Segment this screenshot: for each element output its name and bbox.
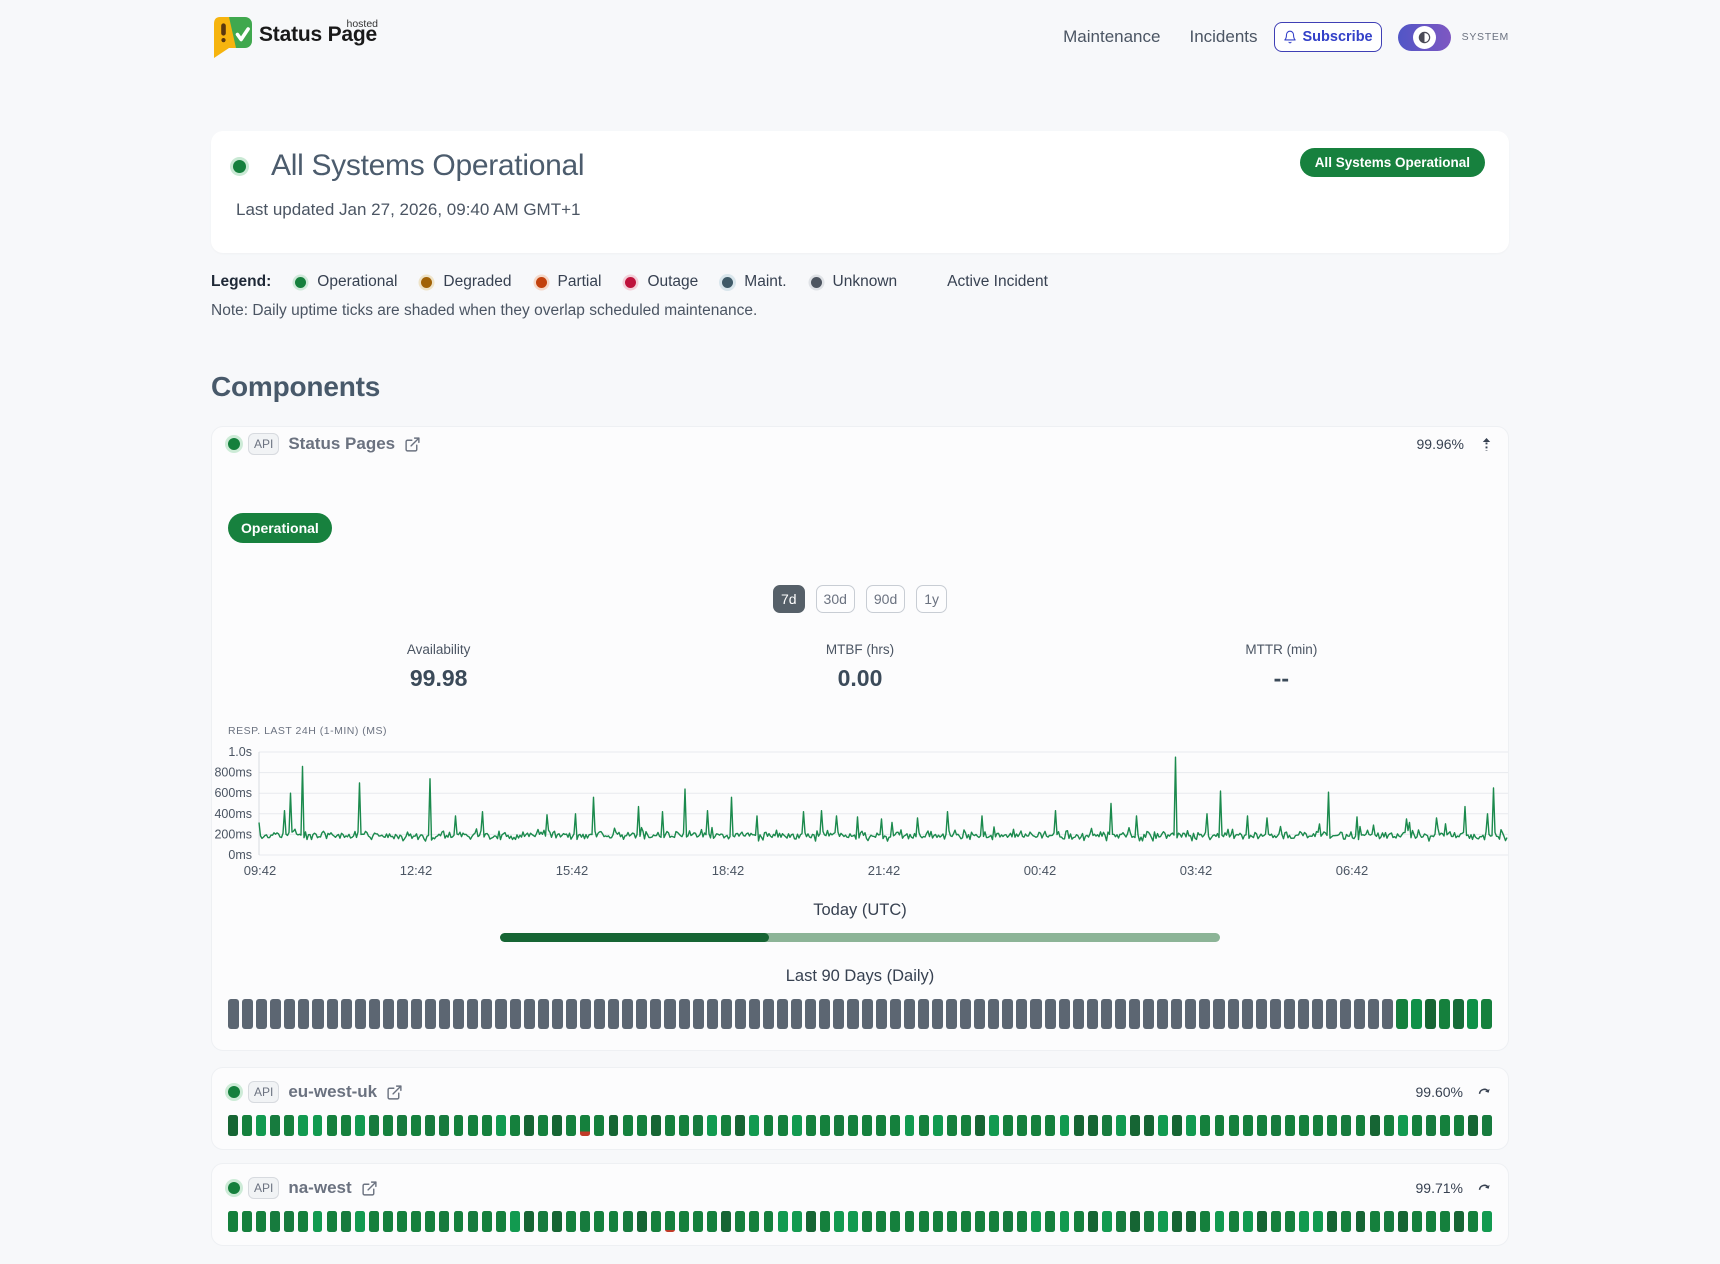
svg-text:12:42: 12:42 (400, 863, 433, 878)
svg-text:1.0s: 1.0s (228, 745, 252, 759)
svg-text:15:42: 15:42 (556, 863, 589, 878)
svg-text:400ms: 400ms (214, 807, 252, 821)
svg-text:00:42: 00:42 (1024, 863, 1057, 878)
svg-text:06:42: 06:42 (1336, 863, 1369, 878)
svg-text:03:42: 03:42 (1180, 863, 1213, 878)
svg-text:18:42: 18:42 (712, 863, 745, 878)
svg-text:800ms: 800ms (214, 766, 252, 780)
svg-text:600ms: 600ms (214, 786, 252, 800)
svg-text:200ms: 200ms (214, 827, 252, 841)
svg-text:0ms: 0ms (228, 848, 252, 862)
svg-text:21:42: 21:42 (868, 863, 901, 878)
svg-text:09:42: 09:42 (244, 863, 277, 878)
